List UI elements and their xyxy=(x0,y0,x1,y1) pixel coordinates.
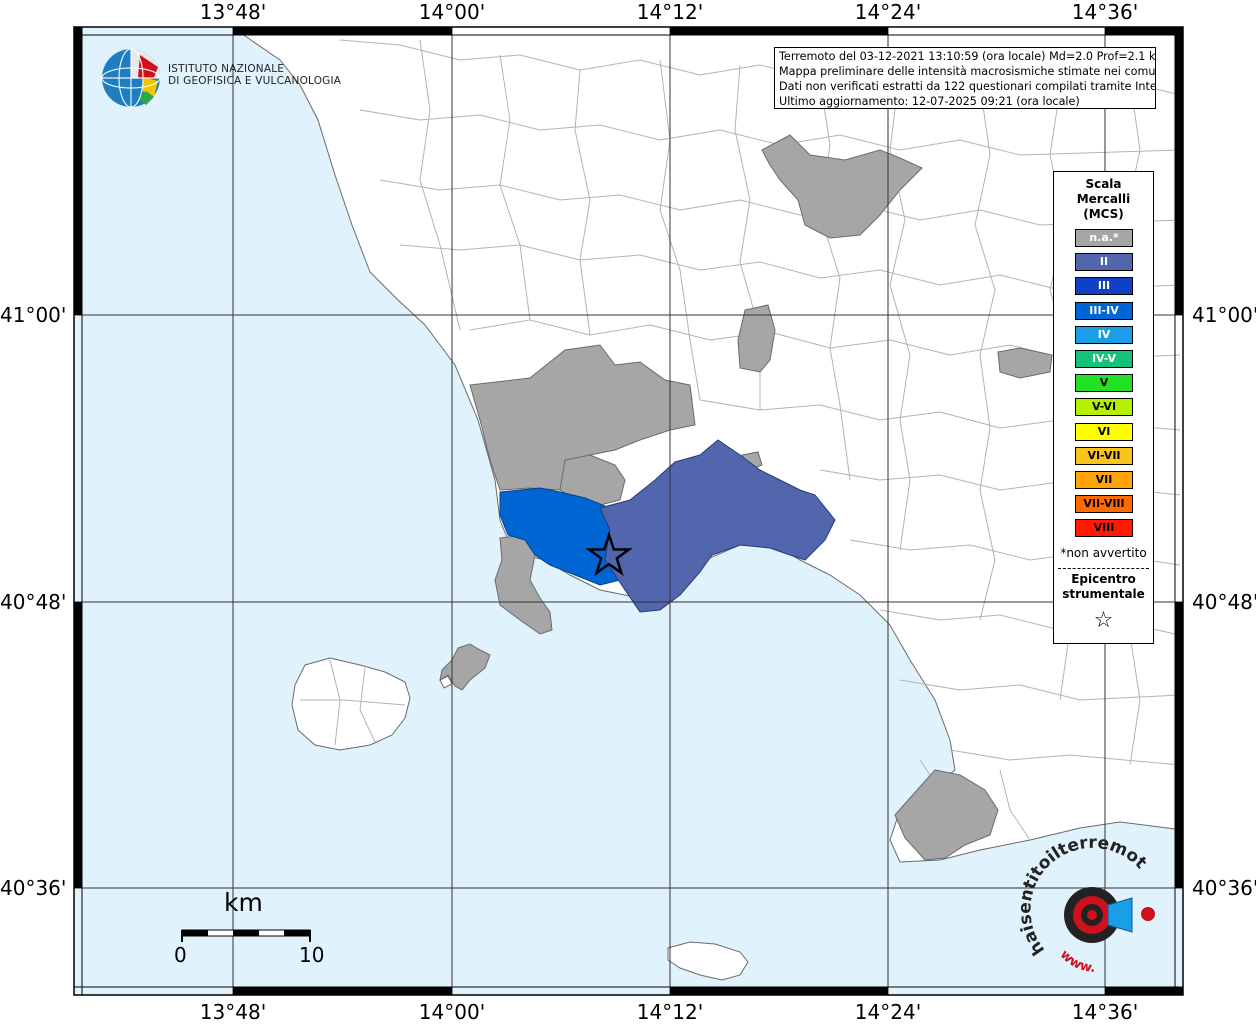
event-info-line2: Mappa preliminare delle intensità macros… xyxy=(779,65,1156,78)
epicenter-legend-line1: Epicentro xyxy=(1071,572,1136,586)
legend-item: VIII xyxy=(1075,519,1133,538)
na-areas xyxy=(439,134,1053,861)
tick-bottom-3: 14°12' xyxy=(636,1000,704,1024)
epicenter-legend-line2: strumentale xyxy=(1062,587,1145,601)
map-frame xyxy=(73,26,1184,996)
ischia-borders xyxy=(300,659,406,746)
legend-title-line3: (MCS) xyxy=(1083,207,1124,221)
ingv-logo: ISTITUTO NAZIONALE DI GEOFISICA E VULCAN… xyxy=(100,47,341,111)
ingv-name: ISTITUTO NAZIONALE DI GEOFISICA E VULCAN… xyxy=(168,63,341,87)
legend-item: IV-V xyxy=(1075,350,1133,368)
tick-right-1: 41°00' xyxy=(1192,303,1256,327)
legend-item: VI xyxy=(1075,422,1133,441)
legend-note: *non avvertito xyxy=(1060,546,1147,560)
legend-title-line1: Scala xyxy=(1085,177,1122,191)
epicenter-legend-star-icon: ☆ xyxy=(1093,608,1114,633)
tick-bottom-2: 14°00' xyxy=(418,1000,486,1024)
tick-right-2: 40°48' xyxy=(1192,590,1256,614)
epicenter-star xyxy=(585,531,633,577)
legend-title: Scala Mercalli (MCS) xyxy=(1054,177,1153,222)
intensity-iii-iv-area xyxy=(499,487,621,586)
scale-end: 10 xyxy=(299,943,325,967)
mcs-legend: Scala Mercalli (MCS) n.a.* II III III-IV IV I… xyxy=(1053,171,1154,644)
tick-right-3: 40°36' xyxy=(1192,876,1256,900)
legend-item: V xyxy=(1075,374,1133,393)
legend-item: VII-VIII xyxy=(1075,495,1133,514)
legend-separator xyxy=(1058,568,1149,569)
legend-item: V-VI xyxy=(1075,398,1133,417)
intensity-ii-area xyxy=(599,439,836,613)
tick-bottom-4: 14°24' xyxy=(854,1000,922,1024)
legend-item: II xyxy=(1075,253,1133,272)
tick-bottom-1: 13°48' xyxy=(199,1000,267,1024)
legend-item: III-IV xyxy=(1075,301,1133,320)
legend-title-line2: Mercalli xyxy=(1076,192,1131,206)
tick-top-5: 14°36' xyxy=(1071,0,1139,24)
tick-bottom-5: 14°36' xyxy=(1071,1000,1139,1024)
tick-left-1: 41°00' xyxy=(0,303,67,327)
graticule xyxy=(74,27,1183,995)
legend-item: VI-VII xyxy=(1075,446,1133,465)
scale-start: 0 xyxy=(174,943,187,967)
tick-top-3: 14°12' xyxy=(636,0,704,24)
legend-item: IV xyxy=(1075,325,1133,344)
legend-item: n.a.* xyxy=(1075,229,1133,247)
tick-top-4: 14°24' xyxy=(854,0,922,24)
scale-bar xyxy=(181,929,311,942)
capri-island xyxy=(667,941,749,981)
ischia-island xyxy=(291,657,411,751)
legend-item: III xyxy=(1075,277,1133,296)
ingv-globe-icon xyxy=(101,48,161,108)
event-info-line4: Ultimo aggiornamento: 12-07-2025 09:21 (… xyxy=(779,95,1080,108)
tick-left-2: 40°48' xyxy=(0,590,67,614)
ingv-name-line2: DI GEOFISICA E VULCANOLOGIA xyxy=(168,75,342,87)
event-info-line3: Dati non verificati estratti da 122 ques… xyxy=(779,80,1156,93)
ingv-name-line1: ISTITUTO NAZIONALE xyxy=(168,63,285,75)
epicenter-legend-title: Epicentro strumentale xyxy=(1054,572,1153,602)
event-info-box: Terremoto del 03-12-2021 13:10:59 (ora l… xyxy=(774,47,1156,109)
scale-unit: km xyxy=(224,888,263,917)
tick-top-1: 13°48' xyxy=(199,0,267,24)
event-info-line1: Terremoto del 03-12-2021 13:10:59 (ora l… xyxy=(779,50,1156,63)
tick-left-3: 40°36' xyxy=(0,876,67,900)
tick-top-2: 14°00' xyxy=(418,0,486,24)
legend-item: VII xyxy=(1075,471,1133,489)
